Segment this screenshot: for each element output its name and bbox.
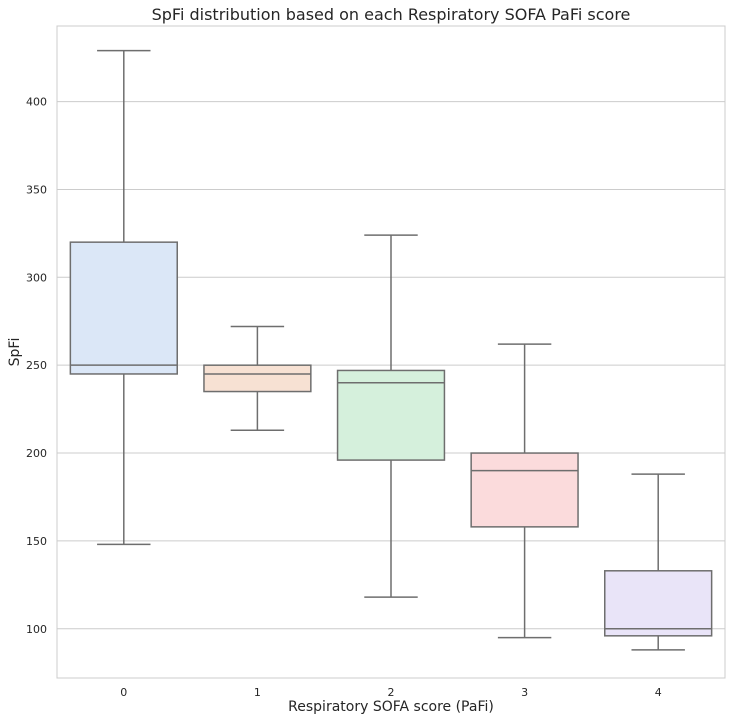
x-tick-labels: 0 1 2 3 4	[120, 686, 661, 699]
iqr-box-1	[203, 364, 312, 393]
y-tick-200: 200	[26, 447, 47, 460]
iqr-box-2	[336, 369, 446, 461]
x-tick-4: 4	[655, 686, 662, 699]
y-tick-350: 350	[26, 183, 47, 196]
y-tick-250: 250	[26, 359, 47, 372]
plot-frame	[56, 25, 726, 679]
box-3	[470, 343, 579, 639]
iqr-box-0	[69, 241, 178, 375]
y-tick-labels: 100 150 200 250 300 350 400	[26, 96, 47, 636]
x-tick-0: 0	[120, 686, 127, 699]
box-4	[604, 473, 713, 651]
x-tick-1: 1	[254, 686, 261, 699]
boxes-group	[69, 49, 713, 651]
chart-title: SpFi distribution based on each Respirat…	[152, 5, 631, 24]
x-axis-label: Respiratory SOFA score (PaFi)	[288, 699, 494, 715]
box-0	[69, 49, 178, 546]
iqr-box-3	[470, 452, 579, 528]
y-axis-label: SpFi	[7, 338, 23, 367]
x-tick-3: 3	[521, 686, 528, 699]
y-tick-300: 300	[26, 271, 47, 284]
iqr-box-4	[604, 570, 713, 637]
box-2	[336, 234, 446, 598]
x-tick-2: 2	[388, 686, 395, 699]
y-tick-100: 100	[26, 623, 47, 636]
y-tick-150: 150	[26, 535, 47, 548]
y-tick-400: 400	[26, 96, 47, 109]
box-1	[203, 325, 312, 431]
